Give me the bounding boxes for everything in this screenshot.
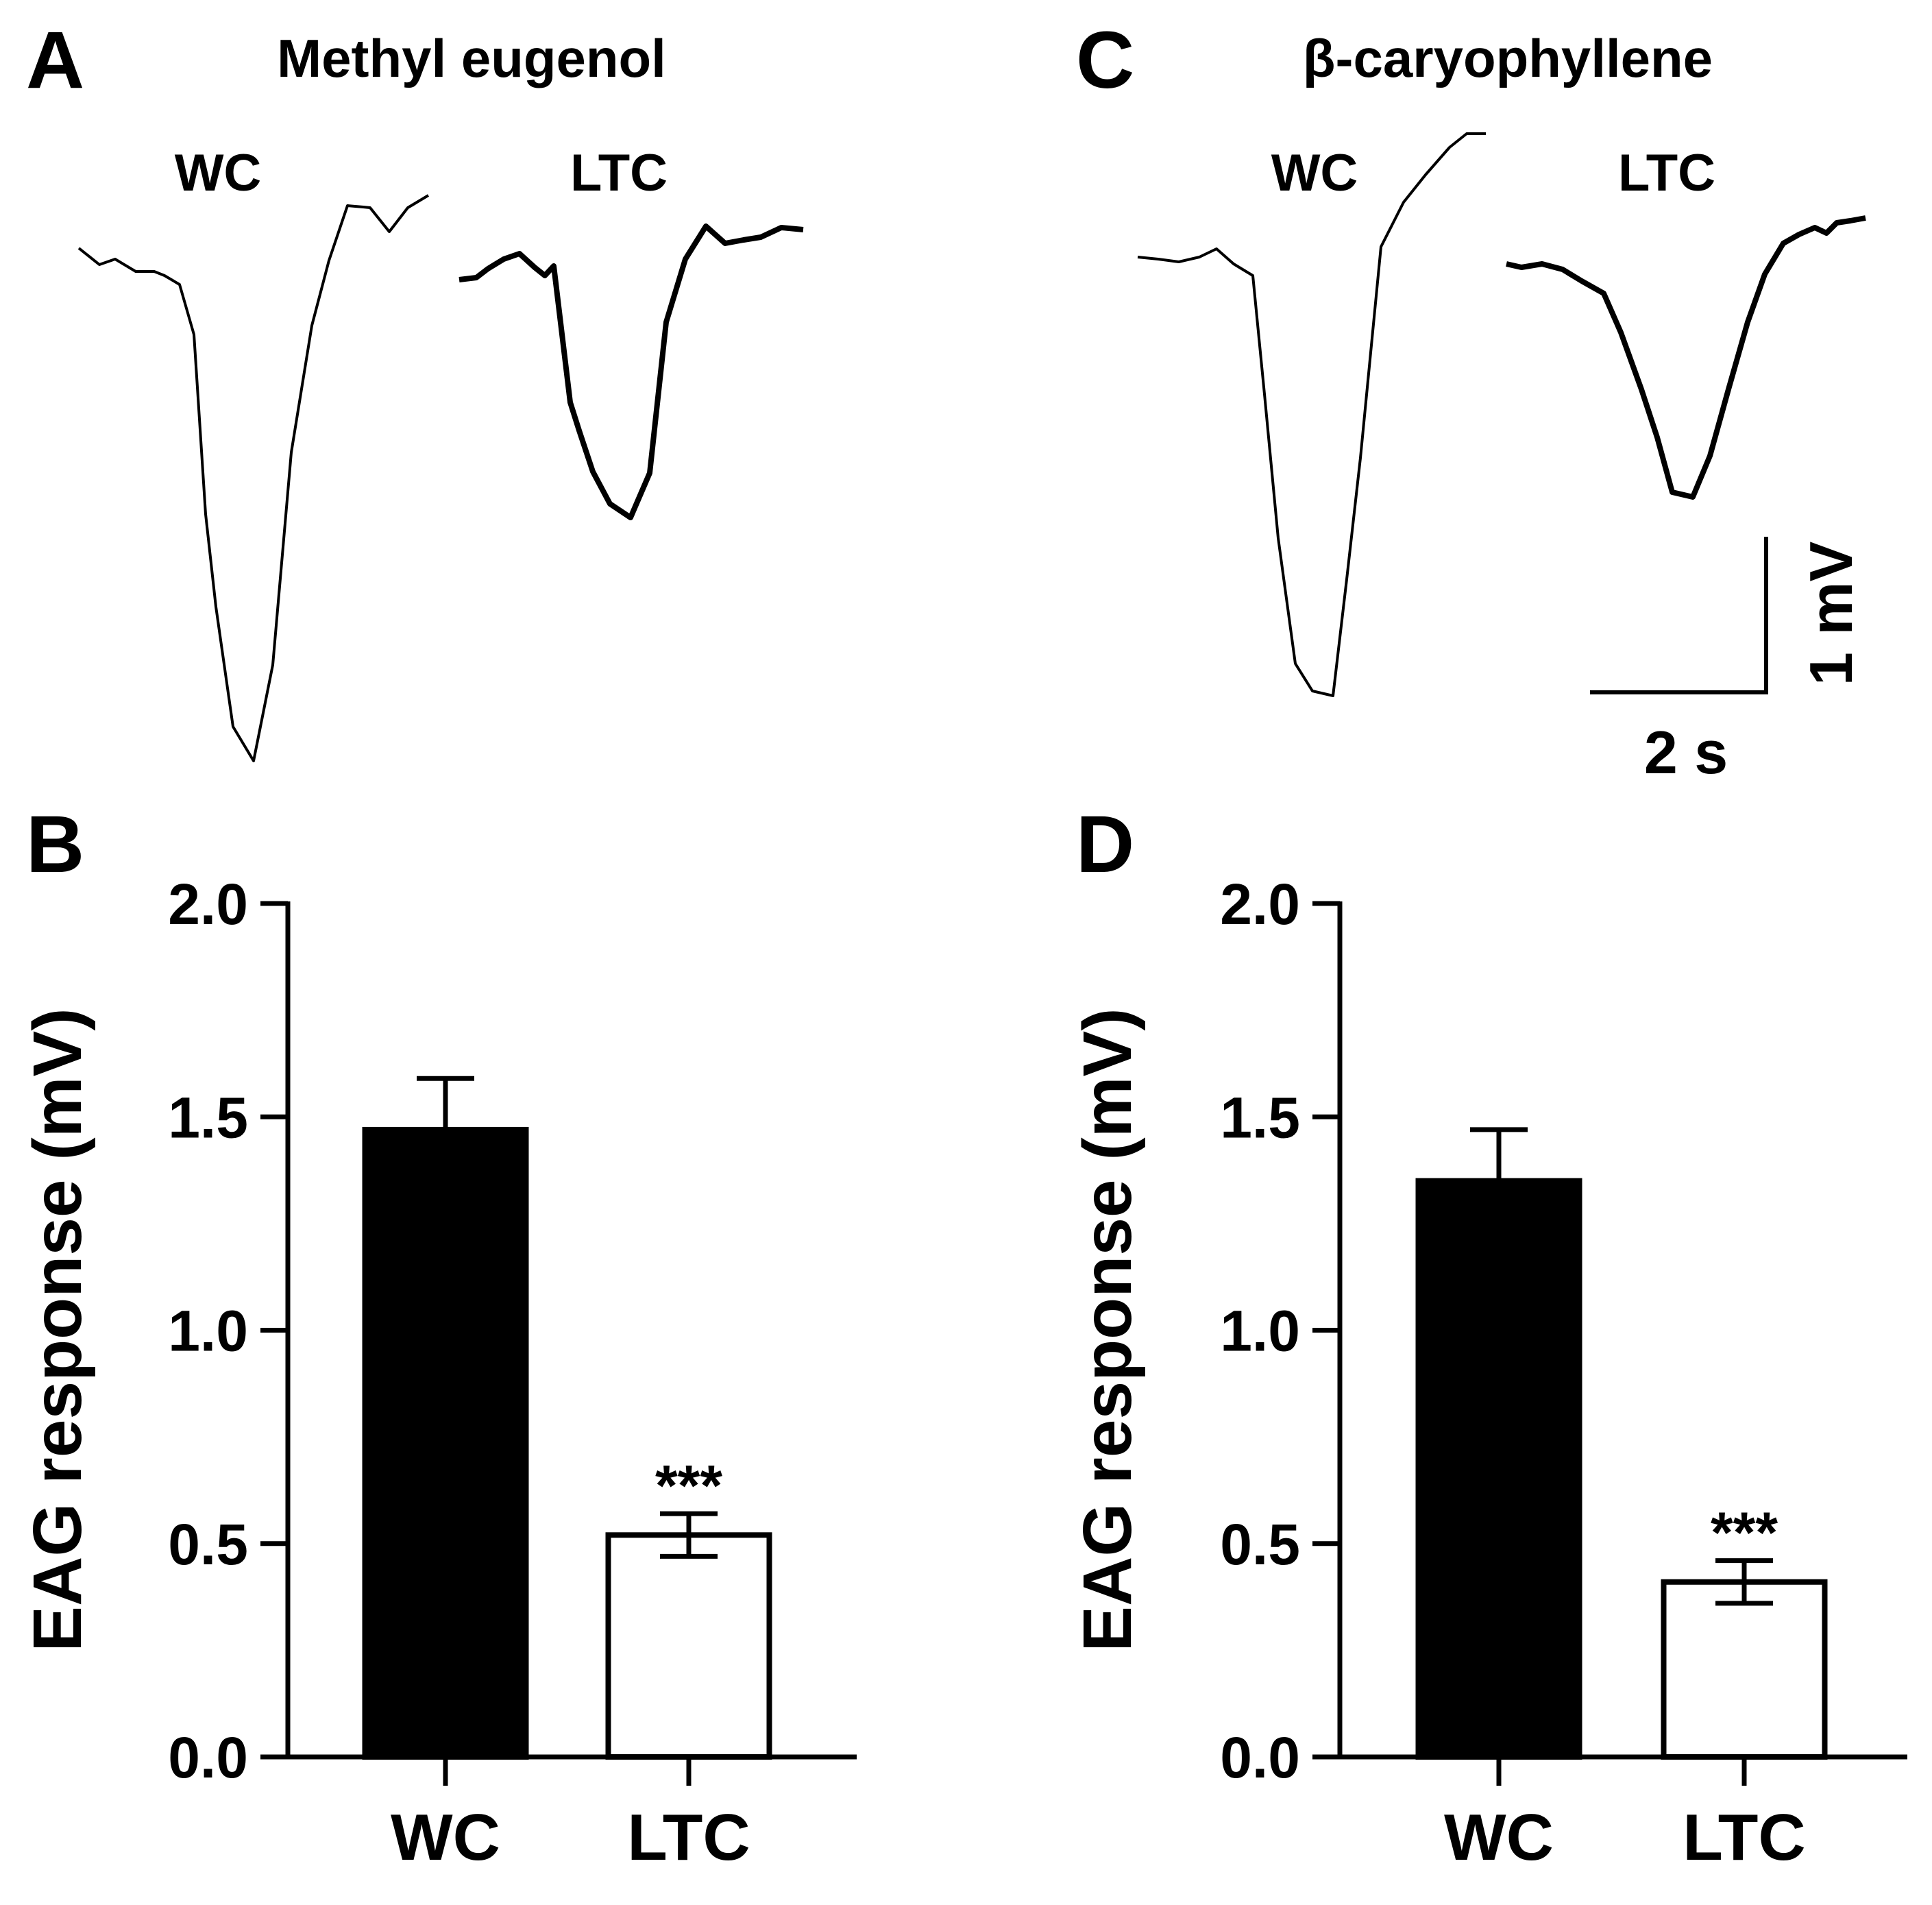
trace-a-ltc xyxy=(458,223,804,520)
y-axis-title: EAG response (mV) xyxy=(19,1008,96,1651)
panel-letter-a: A xyxy=(26,15,84,106)
trace-c-ltc xyxy=(1506,215,1866,500)
bar-wc xyxy=(1415,1178,1582,1760)
y-tick-label: 0.0 xyxy=(1220,1725,1300,1790)
significance-label-ltc: *** xyxy=(655,1453,722,1518)
panel-a-wc-label: WC xyxy=(175,144,262,202)
trace-a-wc xyxy=(77,194,430,762)
bar-ltc xyxy=(605,1532,772,1760)
trace-c-wc xyxy=(1137,132,1486,697)
y-tick-label: 2.0 xyxy=(168,872,248,936)
panel-c-wc-label: WC xyxy=(1271,144,1358,202)
panel-c-ltc-label: LTC xyxy=(1618,144,1715,202)
y-tick-label: 1.0 xyxy=(168,1299,248,1363)
y-tick-label: 2.0 xyxy=(1220,872,1300,936)
significance-label-ltc: *** xyxy=(1711,1501,1778,1565)
x-tick-label-ltc: LTC xyxy=(1683,1801,1805,1874)
panel-letter-b: B xyxy=(26,799,84,890)
y-tick-label: 1.5 xyxy=(1220,1085,1300,1150)
y-tick-label: 1.5 xyxy=(168,1085,248,1150)
panel-a-ltc-label: LTC xyxy=(570,144,668,202)
chart-panel-b: 0.0 0.5 1.0 1.5 2.0 EAG response (mV) WC LTC *** xyxy=(19,872,857,1874)
chart-panel-d: 0.0 0.5 1.0 1.5 2.0 EAG response (mV) WC LTC *** xyxy=(1069,872,1907,1874)
x-tick-label-wc: WC xyxy=(1444,1801,1554,1874)
y-axis-title: EAG response (mV) xyxy=(1069,1008,1146,1651)
bar-wc xyxy=(362,1126,529,1760)
panel-c-title: β-caryophyllene xyxy=(1303,28,1713,88)
y-tick-label: 0.5 xyxy=(168,1512,248,1577)
panel-a-title: Methyl eugenol xyxy=(277,28,666,88)
panel-letter-c: C xyxy=(1076,15,1134,106)
scale-bar-time-label: 2 s xyxy=(1644,718,1728,786)
x-tick-label-wc: WC xyxy=(391,1801,500,1874)
y-tick-label: 1.0 xyxy=(1220,1299,1300,1363)
x-tick-label-ltc: LTC xyxy=(627,1801,750,1874)
scale-bar-voltage-label: 1 mV xyxy=(1797,542,1865,686)
bar-ltc xyxy=(1661,1579,1828,1760)
panel-letter-d: D xyxy=(1076,799,1134,890)
y-tick-label: 0.5 xyxy=(1220,1512,1300,1577)
y-tick-label: 0.0 xyxy=(168,1725,248,1790)
